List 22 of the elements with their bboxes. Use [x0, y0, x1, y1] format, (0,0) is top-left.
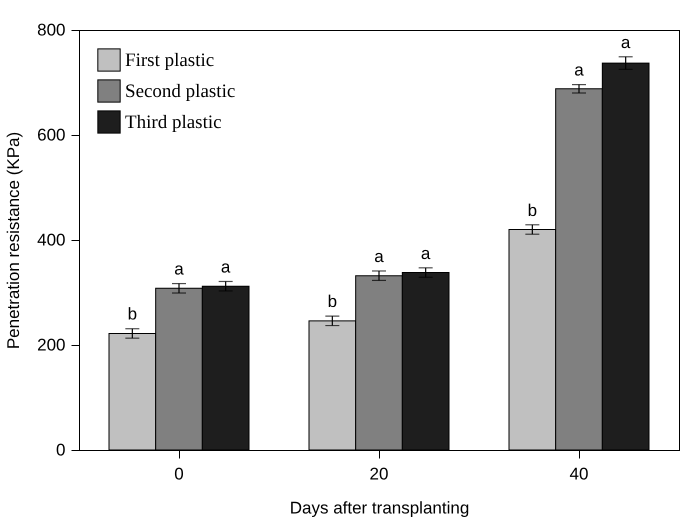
y-tick-label: 200 [37, 336, 66, 354]
y-tick-label: 800 [37, 20, 66, 40]
data-label: b [128, 304, 138, 324]
legend-label: Third plastic [125, 112, 222, 133]
data-label: b [328, 292, 338, 312]
x-tick-label: 40 [570, 464, 588, 484]
data-label: a [174, 260, 184, 279]
data-label: a [574, 60, 584, 80]
x-axis-title: Days after transplanting [290, 498, 470, 518]
data-label: a [220, 257, 231, 276]
data-label: a [620, 32, 631, 52]
legend-label: First plastic [125, 50, 214, 71]
y-tick-label: 400 [37, 230, 66, 250]
y-tick-label: 600 [37, 126, 66, 144]
data-label: a [420, 244, 431, 263]
y-tick-label: 0 [56, 440, 66, 460]
data-label: a [374, 246, 384, 266]
x-tick-label: 0 [174, 464, 184, 484]
legend-label: Second plastic [125, 81, 236, 102]
x-tick-label: 20 [370, 464, 388, 484]
y-axis-title: Penetration resistance (KPa) [4, 132, 24, 350]
data-label: b [528, 200, 538, 220]
